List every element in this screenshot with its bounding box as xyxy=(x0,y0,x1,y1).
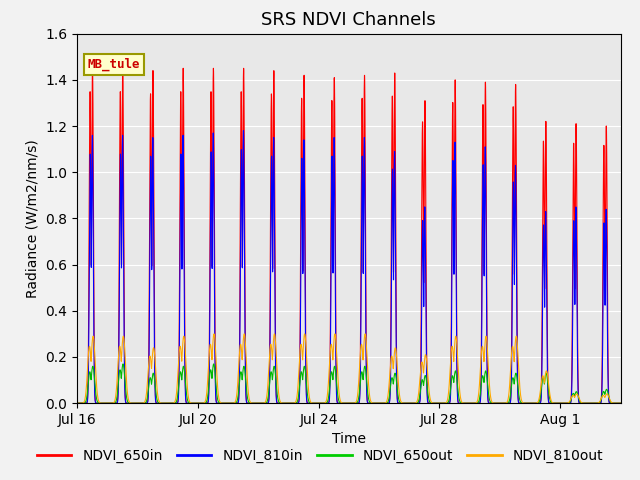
X-axis label: Time: Time xyxy=(332,432,366,446)
Text: MB_tule: MB_tule xyxy=(88,58,140,71)
Title: SRS NDVI Channels: SRS NDVI Channels xyxy=(261,11,436,29)
Legend: NDVI_650in, NDVI_810in, NDVI_650out, NDVI_810out: NDVI_650in, NDVI_810in, NDVI_650out, NDV… xyxy=(31,443,609,468)
Y-axis label: Radiance (W/m2/nm/s): Radiance (W/m2/nm/s) xyxy=(26,139,40,298)
